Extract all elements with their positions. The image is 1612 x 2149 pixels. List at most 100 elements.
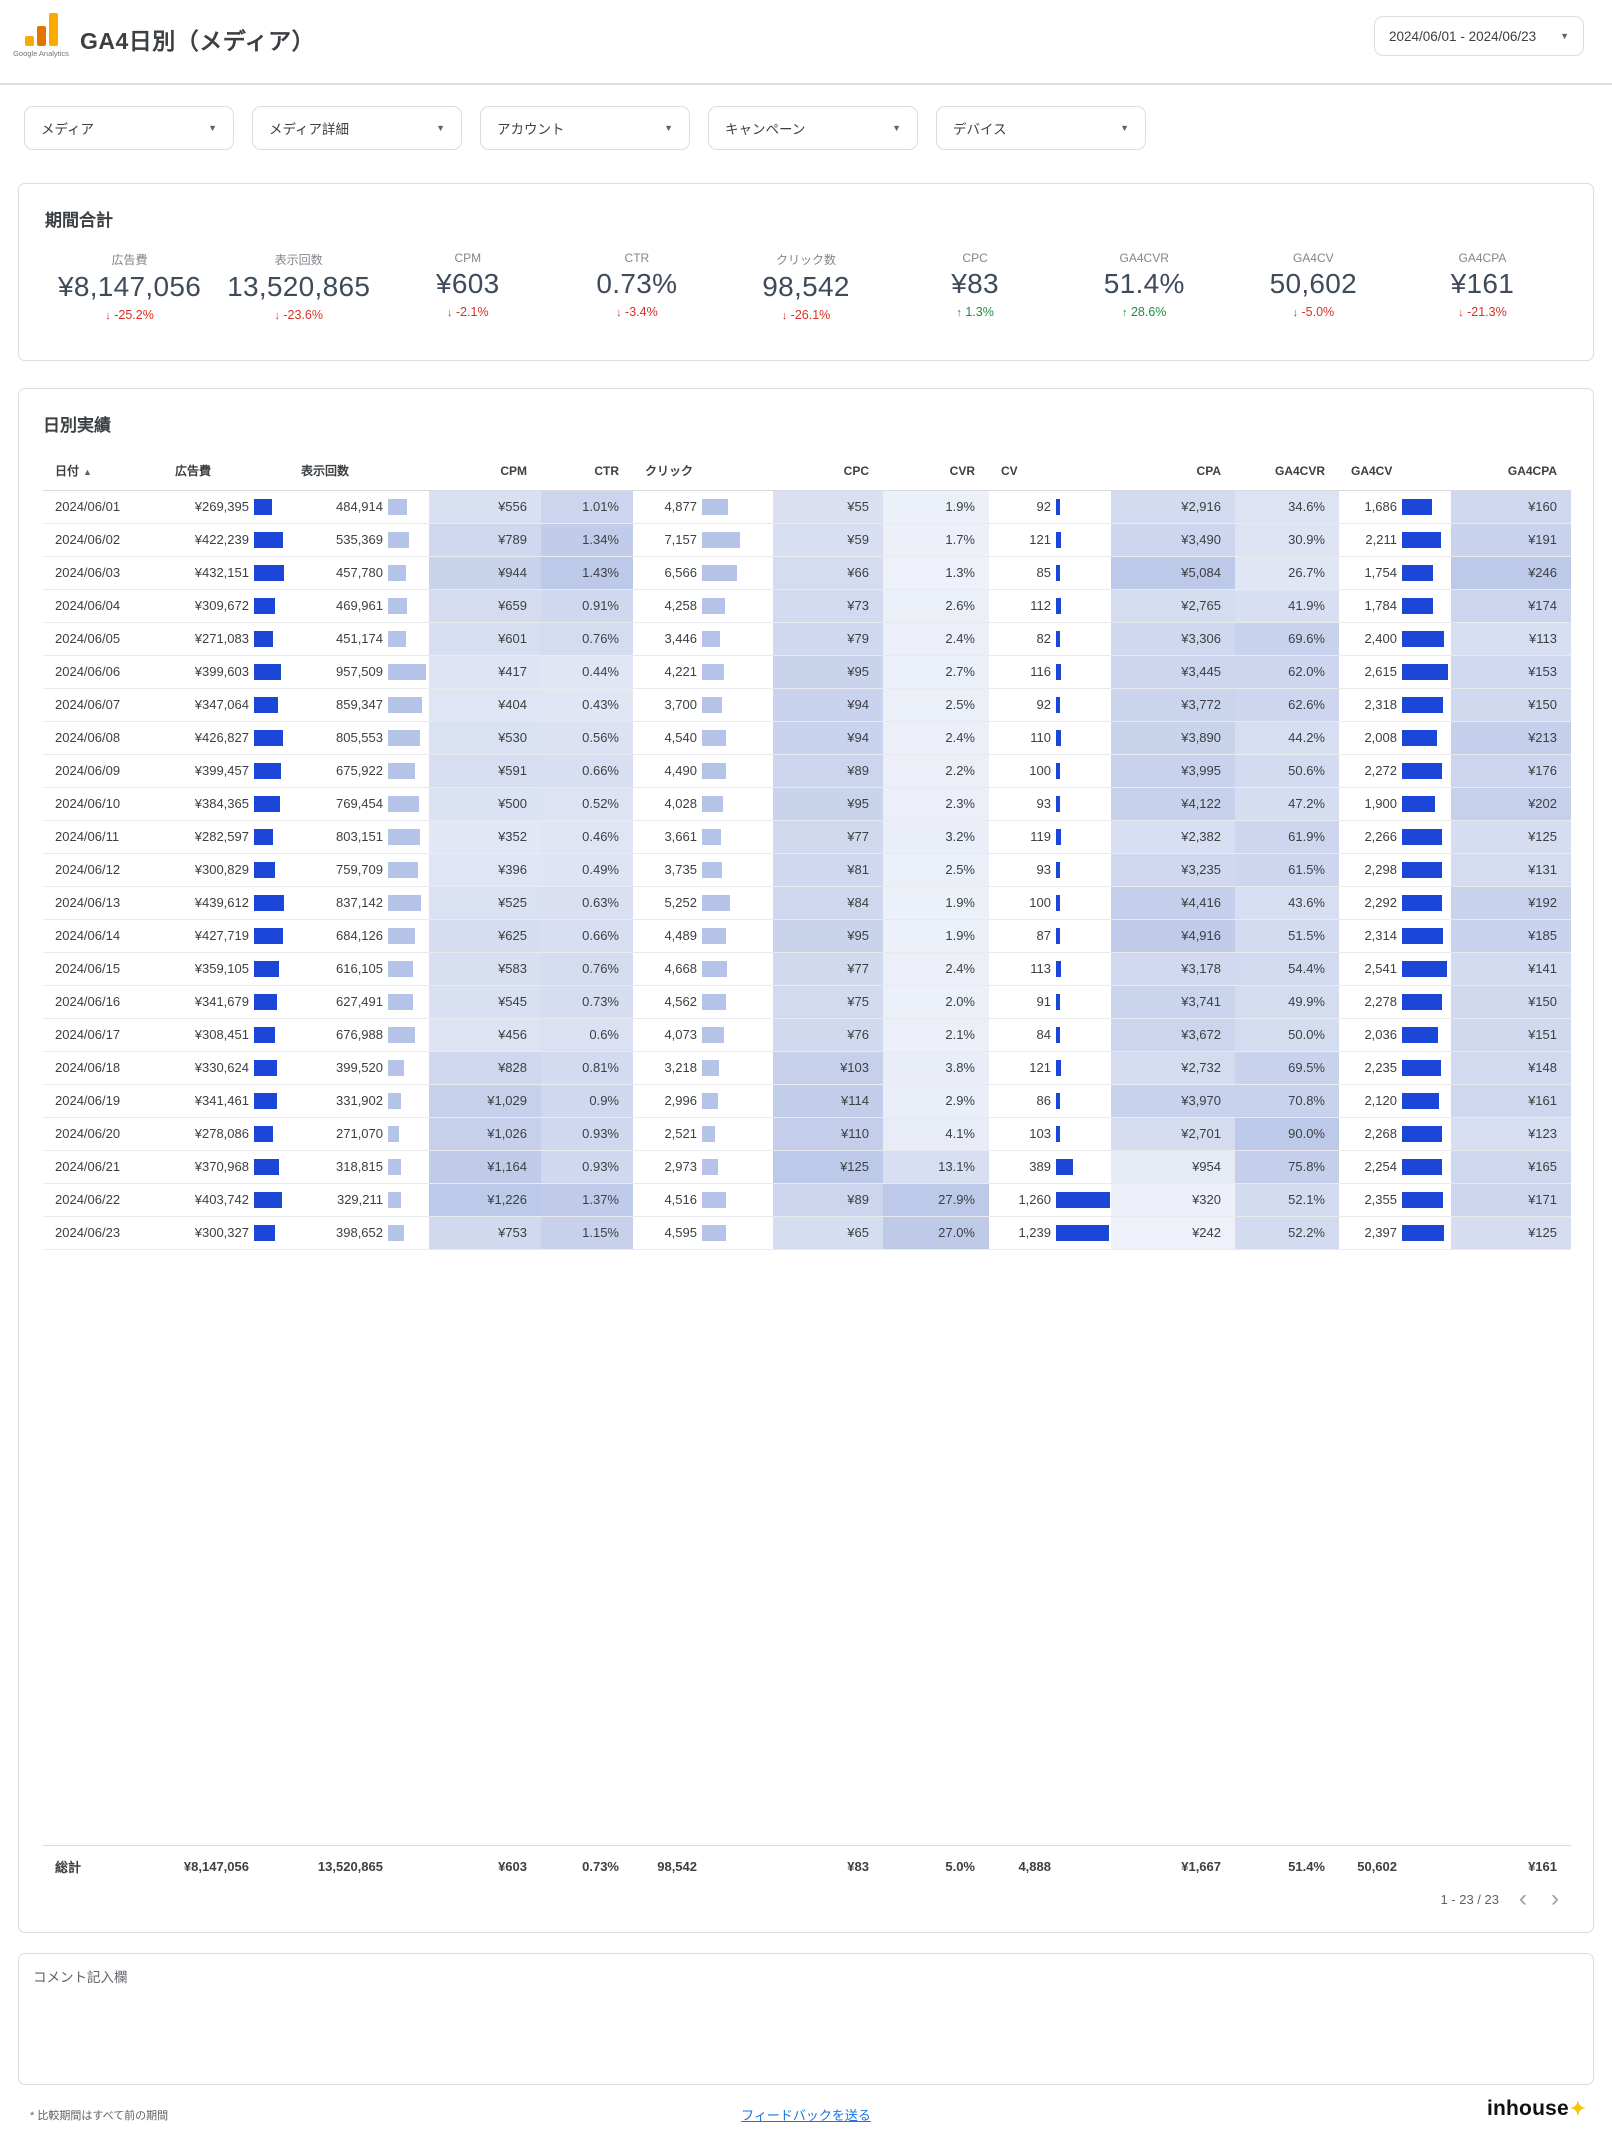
cell-cpa: ¥3,995: [1111, 754, 1235, 788]
cell-date: 2024/06/16: [43, 985, 163, 1019]
filter-label: アカウント: [497, 122, 565, 137]
cell-ga4cpa: ¥171: [1451, 1183, 1571, 1217]
data-bar: [254, 696, 278, 713]
cell-cpa: ¥3,741: [1111, 985, 1235, 1019]
cell-cvr: 2.1%: [883, 1018, 989, 1052]
kpi-delta: ↓ -2.1%: [383, 305, 552, 319]
cell-cvr: 5.0%: [883, 1844, 989, 1887]
kpi-delta-value: -2.1%: [455, 305, 489, 319]
data-bar: [1056, 1059, 1062, 1076]
column-header-cpc[interactable]: CPC: [773, 452, 883, 491]
filter-dropdown-2[interactable]: メディア詳細 ▼: [252, 106, 462, 150]
cell-ctr: 0.93%: [541, 1117, 633, 1151]
data-bar: [254, 498, 273, 515]
column-header-cpa[interactable]: CPA: [1111, 452, 1235, 491]
cell-cpm: ¥352: [429, 820, 541, 854]
cell-cpa: ¥3,178: [1111, 952, 1235, 986]
cell-ctr: 1.37%: [541, 1183, 633, 1217]
cell-cost: ¥282,597: [163, 820, 289, 854]
chevron-down-icon: ▼: [436, 123, 445, 133]
cell-cv: 1,260: [989, 1183, 1111, 1217]
cell-clicks: 2,973: [633, 1150, 773, 1184]
cell-cpm: ¥1,226: [429, 1183, 541, 1217]
data-bar: [702, 960, 727, 977]
data-bar: [1056, 531, 1062, 548]
cell-cpm: ¥545: [429, 985, 541, 1019]
filter-dropdown-5[interactable]: デバイス ▼: [936, 106, 1146, 150]
column-header-ga4cv[interactable]: GA4CV: [1339, 452, 1451, 491]
cell-cpa: ¥3,890: [1111, 721, 1235, 755]
comment-box[interactable]: コメント記入欄: [18, 1953, 1594, 2085]
column-header-ga4cvr[interactable]: GA4CVR: [1235, 452, 1339, 491]
cell-impressions: 484,914: [289, 490, 429, 524]
data-bar: [1056, 1026, 1060, 1043]
column-header-cv[interactable]: CV: [989, 452, 1111, 491]
cell-ga4cv: 2,298: [1339, 853, 1451, 887]
cell-ga4cvr: 34.6%: [1235, 490, 1339, 524]
table-row: 2024/06/13 ¥439,612 837,142 ¥525 0.63% 5,252 ¥…: [43, 886, 1571, 920]
column-header-cpm[interactable]: CPM: [429, 452, 541, 491]
cell-clicks: 3,700: [633, 688, 773, 722]
cell-impressions: 13,520,865: [289, 1844, 429, 1887]
data-bar: [1056, 564, 1060, 581]
cell-ga4cpa: ¥213: [1451, 721, 1571, 755]
arrow-up-icon: ↑: [956, 307, 962, 319]
cell-impressions: 535,369: [289, 523, 429, 557]
cell-cpm: ¥789: [429, 523, 541, 557]
cell-date: 2024/06/04: [43, 589, 163, 623]
cell-cpm: ¥556: [429, 490, 541, 524]
column-header-ga4cpa[interactable]: GA4CPA: [1451, 452, 1571, 491]
filter-label: キャンペーン: [725, 122, 806, 137]
cell-ga4cpa: ¥123: [1451, 1117, 1571, 1151]
cell-cost: ¥308,451: [163, 1018, 289, 1052]
table-spacer: [43, 1249, 1571, 1845]
cell-date: 2024/06/09: [43, 754, 163, 788]
filter-dropdown-3[interactable]: アカウント ▼: [480, 106, 690, 150]
data-bar: [1402, 498, 1432, 515]
cell-impressions: 399,520: [289, 1051, 429, 1085]
cell-cost: ¥427,719: [163, 919, 289, 953]
cell-cv: 92: [989, 688, 1111, 722]
cell-ga4cvr: 70.8%: [1235, 1084, 1339, 1118]
column-header-impressions[interactable]: 表示回数: [289, 452, 429, 491]
cell-cost: ¥347,064: [163, 688, 289, 722]
cell-ga4cv: 2,235: [1339, 1051, 1451, 1085]
kpi-value: 50,602: [1269, 268, 1358, 299]
cell-cpa: ¥320: [1111, 1183, 1235, 1217]
cell-cpm: ¥525: [429, 886, 541, 920]
column-header-cvr[interactable]: CVR: [883, 452, 989, 491]
cell-cost: ¥300,327: [163, 1216, 289, 1250]
cell-cpc: ¥66: [773, 556, 883, 590]
cell-cv: 103: [989, 1117, 1111, 1151]
kpi-card: 表示回数 13,520,865 ↓ -23.6%: [214, 251, 383, 322]
filter-dropdown-4[interactable]: キャンペーン ▼: [708, 106, 918, 150]
data-bar: [702, 531, 740, 548]
kpi-delta: ↓ -23.6%: [214, 308, 383, 322]
date-range-picker[interactable]: 2024/06/01 - 2024/06/23 ▼: [1374, 16, 1584, 56]
cell-ga4cvr: 52.1%: [1235, 1183, 1339, 1217]
cell-cpa: ¥3,306: [1111, 622, 1235, 656]
cell-ctr: 0.43%: [541, 688, 633, 722]
column-header-cost[interactable]: 広告費: [163, 452, 289, 491]
prev-page-icon[interactable]: ‹: [1519, 1885, 1527, 1912]
cell-ga4cpa: ¥151: [1451, 1018, 1571, 1052]
filter-dropdown-1[interactable]: メディア ▼: [24, 106, 234, 150]
data-bar: [388, 1026, 415, 1043]
cell-ctr: 0.44%: [541, 655, 633, 689]
column-header-clicks[interactable]: クリック: [633, 452, 773, 491]
table-row: 2024/06/23 ¥300,327 398,652 ¥753 1.15% 4,595 ¥…: [43, 1216, 1571, 1250]
table-row: 2024/06/01 ¥269,395 484,914 ¥556 1.01% 4,877 ¥…: [43, 490, 1571, 524]
total-row: 総計 ¥8,147,056 13,520,865 ¥603 0.73% 98,542 ¥83…: [43, 1844, 1571, 1887]
cell-ga4cpa: ¥165: [1451, 1150, 1571, 1184]
kpi-delta-value: -3.4%: [625, 305, 658, 319]
feedback-link[interactable]: フィードバックを送る: [741, 2108, 871, 2123]
column-header-date[interactable]: 日付 ▲: [43, 452, 163, 491]
cell-cv: 110: [989, 721, 1111, 755]
cell-cpc: ¥55: [773, 490, 883, 524]
next-page-icon[interactable]: ›: [1551, 1885, 1559, 1912]
data-bar: [1402, 762, 1442, 779]
column-header-ctr[interactable]: CTR: [541, 452, 633, 491]
cell-date: 2024/06/20: [43, 1117, 163, 1151]
cell-cvr: 3.8%: [883, 1051, 989, 1085]
cell-cpm: ¥583: [429, 952, 541, 986]
